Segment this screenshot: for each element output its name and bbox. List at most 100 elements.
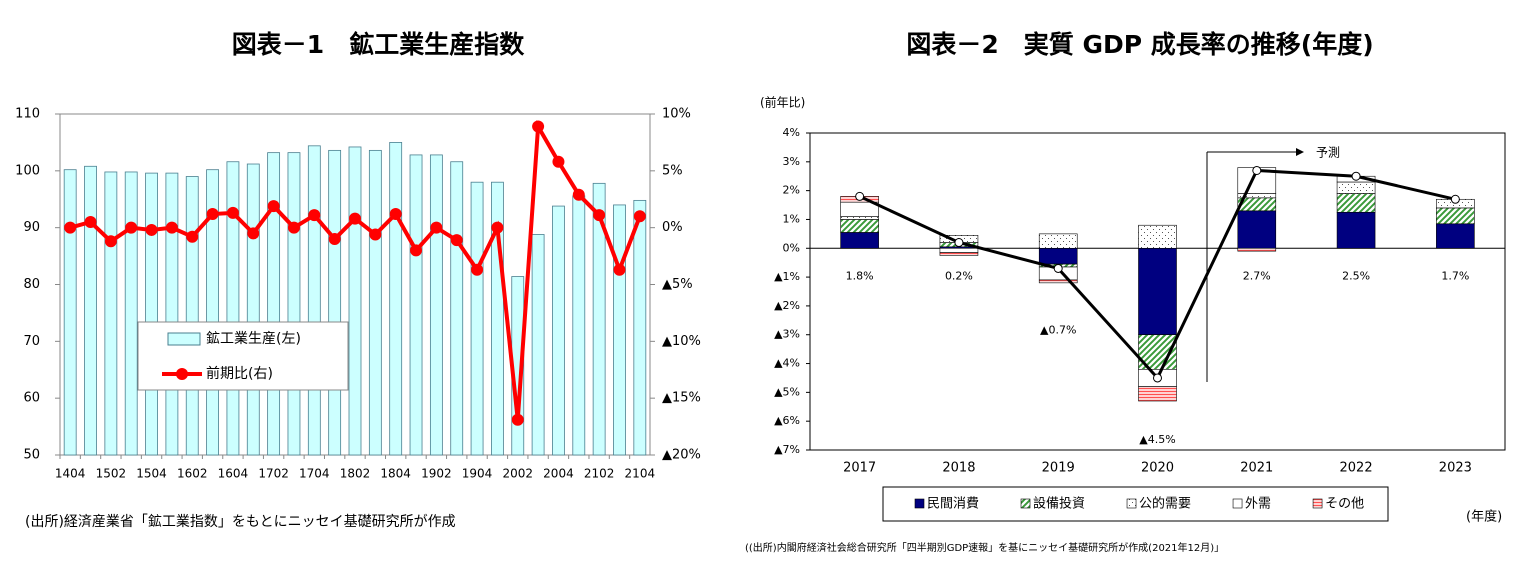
forecast-arrow-head — [1296, 148, 1304, 156]
y-tick-label: 80 — [23, 277, 40, 292]
y-tick-label: 100 — [15, 163, 40, 178]
bar-segment — [939, 247, 979, 253]
legend-swatch — [914, 498, 925, 509]
line-marker — [186, 230, 199, 243]
line-marker — [613, 263, 626, 276]
line-marker — [552, 155, 565, 168]
y-tick-label: 70 — [23, 334, 40, 349]
bar — [307, 145, 321, 456]
x-tick-label: 1702 — [258, 467, 289, 481]
x-tick-label: 2023 — [1439, 461, 1472, 476]
bar-segment — [840, 201, 879, 217]
bar — [389, 142, 403, 456]
y-tick-label: ▲3% — [774, 328, 800, 341]
annotation: 予測 — [1316, 146, 1340, 160]
bar — [165, 172, 179, 456]
y-tick-label: ▲6% — [774, 414, 800, 427]
bar — [226, 161, 240, 456]
bar-segment — [1436, 223, 1475, 249]
line-marker — [84, 215, 97, 228]
legend-label: 公的需要 — [1139, 496, 1191, 512]
x-tick-label: 1604 — [218, 467, 249, 481]
line-marker — [64, 221, 77, 234]
x-tick-label: 1902 — [421, 467, 452, 481]
bar — [84, 165, 97, 456]
line-marker — [1153, 373, 1162, 383]
legend-swatch — [1126, 498, 1137, 509]
line-marker — [491, 221, 504, 234]
line-marker — [349, 212, 361, 225]
bar — [185, 176, 199, 456]
data-label: 1.8% — [846, 269, 874, 282]
chart-title: 図表－1 鉱工業生産指数 — [232, 30, 525, 59]
bar-segment — [1237, 247, 1277, 252]
bar — [63, 169, 77, 456]
bar-segment — [1138, 247, 1177, 336]
legend-label: 鉱工業生産(左) — [206, 330, 301, 347]
y-tick-label: 50 — [23, 448, 40, 463]
y2-tick-label: ▲15% — [662, 391, 701, 406]
bar — [450, 161, 464, 456]
line-marker — [855, 191, 865, 201]
line-marker — [389, 208, 402, 221]
legend-label: 民間消費 — [927, 497, 979, 512]
line-marker — [954, 238, 964, 248]
y-tick-label: ▲2% — [774, 299, 800, 312]
data-label: 2.7% — [1243, 269, 1271, 282]
line-marker — [1351, 171, 1361, 181]
legend-swatch — [1232, 498, 1243, 509]
bar-segment — [1336, 193, 1376, 213]
line-marker — [593, 209, 606, 222]
line-marker — [1450, 194, 1460, 204]
y-tick-label: ▲4% — [774, 357, 800, 370]
source-note: (出所)経済産業省「鉱工業指数」をもとにニッセイ基礎研究所が作成 — [25, 513, 456, 530]
y2-tick-label: 0% — [662, 220, 683, 235]
line-marker — [165, 221, 178, 234]
bar — [145, 172, 158, 456]
y-tick-label: 2% — [783, 184, 800, 197]
y-tick-label: 3% — [783, 155, 800, 168]
bar — [592, 182, 606, 456]
data-label: ▲4.5% — [1139, 433, 1175, 446]
legend-label: 設備投資 — [1033, 496, 1085, 512]
line-marker — [247, 227, 260, 240]
y2-tick-label: ▲10% — [662, 334, 701, 349]
line-marker — [532, 120, 545, 133]
x-tick-label: 2018 — [942, 461, 975, 476]
bar-segment — [1237, 210, 1277, 249]
x-tick-label: 1502 — [96, 467, 127, 481]
line-marker — [104, 235, 117, 248]
legend-swatch — [1020, 498, 1031, 509]
y-tick-label: ▲7% — [774, 443, 800, 456]
line-marker — [287, 221, 300, 234]
x-tick-label: 1504 — [136, 467, 167, 481]
x-tick-label: 1804 — [380, 467, 411, 481]
bar-segment — [1038, 233, 1078, 249]
line-marker — [1252, 165, 1262, 175]
bar-segment — [840, 232, 879, 249]
line-marker — [369, 228, 382, 241]
bar — [348, 146, 362, 456]
bar-segment — [1038, 279, 1078, 284]
y-tick-label: 0% — [783, 241, 800, 254]
y-tick-label: ▲5% — [774, 385, 800, 398]
y2-tick-label: ▲20% — [662, 448, 701, 463]
x-tick-label: 1802 — [340, 467, 371, 481]
x-axis-label: (年度) — [1466, 509, 1502, 525]
bar-segment — [840, 216, 879, 220]
line-marker — [572, 188, 585, 201]
data-label: 2.5% — [1342, 269, 1370, 282]
legend-swatch — [1312, 498, 1323, 509]
bar — [368, 149, 382, 456]
plot-area — [809, 132, 1506, 451]
line-marker — [125, 221, 138, 234]
x-tick-label: 2022 — [1340, 461, 1373, 476]
line-marker — [410, 244, 423, 257]
line-marker — [511, 413, 524, 426]
line-marker — [206, 208, 219, 221]
bar-segment — [1336, 181, 1376, 194]
legend-label: 前期比(右) — [206, 365, 273, 382]
bar-segment — [1138, 386, 1177, 402]
line-marker — [633, 210, 646, 223]
